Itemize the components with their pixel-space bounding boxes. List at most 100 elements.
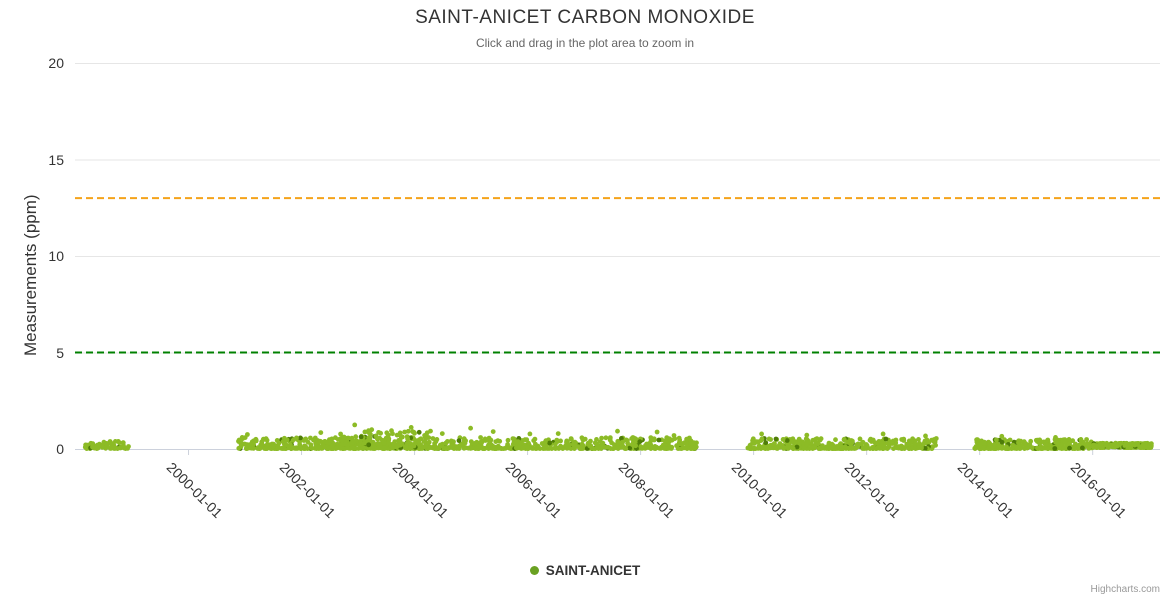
y-tick-label: 20 — [48, 55, 64, 71]
scatter-point — [1149, 441, 1154, 447]
scatter-point — [404, 441, 410, 447]
scatter-point — [888, 439, 893, 445]
scatter-point — [259, 439, 265, 445]
scatter-point — [867, 446, 873, 451]
scatter-point — [666, 439, 672, 445]
scatter-point — [328, 438, 334, 443]
scatter-point — [811, 445, 817, 450]
scatter-point — [1145, 445, 1151, 450]
scatter-point — [547, 440, 552, 446]
scatter-point — [315, 439, 321, 445]
scatter-point — [308, 442, 314, 448]
scatter-point — [994, 437, 999, 443]
scatter-point — [922, 440, 927, 445]
scatter-point — [554, 437, 560, 443]
scatter-point — [510, 436, 516, 441]
scatter-point — [922, 446, 928, 451]
scatter-point — [468, 425, 473, 431]
scatter-point — [801, 445, 807, 451]
scatter-point — [366, 442, 372, 448]
scatter-point — [894, 445, 900, 451]
scatter-point — [1036, 446, 1042, 451]
scatter-point — [424, 430, 430, 436]
scatter-point — [861, 445, 867, 451]
scatter-point — [684, 436, 689, 442]
scatter-point — [662, 438, 668, 444]
scatter-point — [1096, 442, 1102, 448]
scatter-point — [651, 437, 657, 443]
scatter-point — [274, 438, 280, 443]
scatter-point — [1067, 445, 1072, 451]
scatter-point — [630, 435, 636, 440]
chart-subtitle: Click and drag in the plot area to zoom … — [475, 36, 695, 50]
scatter-point — [975, 437, 981, 443]
scatter-point — [910, 436, 915, 442]
scatter-point — [849, 445, 855, 451]
scatter-point — [766, 436, 772, 442]
scatter-point — [408, 425, 414, 430]
scatter-point — [439, 431, 445, 436]
scatter-point — [549, 446, 555, 451]
scatter-point — [115, 446, 120, 451]
scatter-point — [763, 440, 769, 446]
scatter-point — [1045, 446, 1051, 451]
scatter-point — [281, 446, 287, 451]
scatter-point — [239, 435, 245, 440]
scatter-point — [1055, 440, 1061, 445]
scatter-point — [385, 432, 391, 438]
scatter-point — [371, 445, 377, 451]
scatter-point — [466, 445, 471, 451]
scatter-point — [1140, 442, 1146, 448]
scatter-point — [845, 439, 850, 445]
scatter-point — [883, 436, 889, 442]
credits-link[interactable]: Highcharts.com — [1090, 584, 1160, 595]
legend-label: SAINT-ANICET — [545, 563, 641, 578]
scatter-point — [1078, 437, 1084, 442]
scatter-point — [1103, 442, 1109, 448]
legend-item-saint-anicet[interactable]: SAINT-ANICET — [529, 563, 641, 578]
scatter-point — [366, 435, 372, 441]
scatter-point — [433, 439, 439, 444]
scatter-point — [289, 446, 295, 451]
scatter-point — [423, 443, 429, 449]
scatter-point — [245, 432, 250, 437]
scatter-point — [1057, 445, 1063, 451]
scatter-point — [1029, 445, 1035, 451]
scatter-point — [478, 435, 483, 440]
scatter-point — [537, 446, 543, 451]
scatter-point — [542, 439, 548, 445]
scatter-point — [520, 444, 526, 450]
scatter-point — [662, 446, 667, 451]
scatter-point — [600, 440, 606, 446]
scatter-point — [478, 439, 483, 445]
scatter-point — [376, 441, 382, 446]
scatter-point — [1035, 437, 1040, 443]
scatter-point — [615, 446, 621, 451]
scatter-point — [430, 436, 436, 441]
scatter-point — [317, 444, 323, 450]
scatter-point — [543, 443, 549, 449]
scatter-point — [899, 446, 905, 451]
scatter-point — [525, 444, 530, 450]
scatter-point — [1039, 446, 1045, 451]
scatter-point — [341, 434, 347, 440]
scatter-point — [1122, 443, 1128, 448]
scatter-point — [930, 444, 936, 450]
scatter-point — [681, 445, 687, 451]
scatter-point — [455, 445, 461, 451]
scatter-point — [615, 428, 620, 434]
scatter-point — [414, 438, 420, 444]
scatter-point — [916, 445, 921, 451]
scatter-point — [879, 443, 884, 448]
scatter-point — [511, 439, 517, 445]
scatter-point — [623, 446, 629, 451]
scatter-point — [120, 440, 126, 446]
scatter-point — [750, 436, 756, 442]
scatter-point — [790, 446, 796, 451]
scatter-point — [608, 446, 614, 451]
scatter-point — [456, 438, 462, 443]
scatter-point — [599, 435, 604, 441]
scatter-point — [1028, 438, 1034, 444]
